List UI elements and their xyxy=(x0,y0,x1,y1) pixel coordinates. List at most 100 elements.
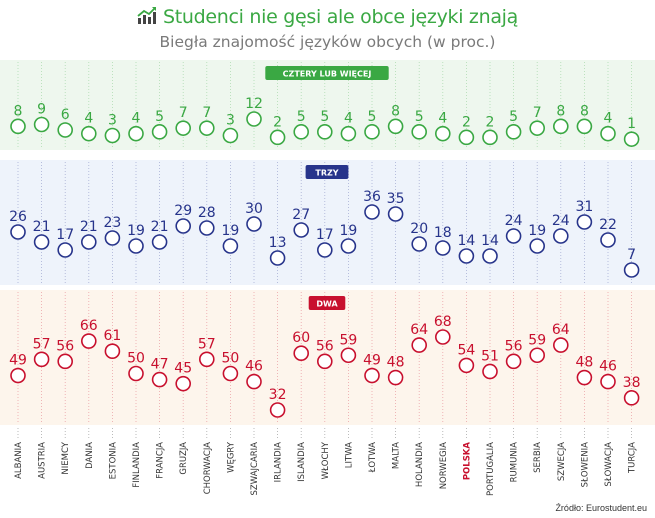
data-point xyxy=(458,248,475,264)
data-label: 19 xyxy=(339,223,357,239)
category-label: SŁOWENIA xyxy=(580,442,590,488)
data-point xyxy=(81,333,97,349)
data-label: 56 xyxy=(316,338,334,354)
data-label: 9 xyxy=(37,102,46,118)
data-label: 4 xyxy=(604,111,613,127)
data-label: 7 xyxy=(202,105,211,121)
data-label: 56 xyxy=(56,338,74,354)
data-point xyxy=(387,118,404,135)
data-point xyxy=(600,373,616,390)
data-label: 2 xyxy=(486,114,495,130)
category-label: FINLANDIA xyxy=(132,442,142,488)
data-label: 19 xyxy=(127,223,145,239)
data-label: 4 xyxy=(84,111,93,127)
data-label: 8 xyxy=(556,103,565,119)
data-point xyxy=(458,357,475,374)
data-point xyxy=(151,371,168,388)
data-label: 14 xyxy=(457,233,475,249)
data-point xyxy=(505,353,522,370)
data-point xyxy=(623,390,640,406)
data-point xyxy=(316,353,333,370)
category-label: MALTA xyxy=(392,442,402,469)
data-label: 5 xyxy=(509,109,518,125)
data-point xyxy=(269,402,286,418)
category-label: SŁOWACJA xyxy=(604,442,614,487)
category-label: ISLANDIA xyxy=(297,442,307,482)
data-point xyxy=(529,120,546,136)
data-label: 29 xyxy=(174,203,192,219)
data-label: 17 xyxy=(56,227,74,243)
data-label: 5 xyxy=(297,109,306,125)
data-point xyxy=(175,218,191,234)
data-point xyxy=(151,124,168,140)
data-label: 59 xyxy=(339,332,357,348)
data-label: 8 xyxy=(391,103,400,119)
data-label: 2 xyxy=(273,114,282,130)
data-label: 46 xyxy=(245,359,263,375)
data-point xyxy=(128,365,144,382)
data-point xyxy=(10,367,26,384)
data-point xyxy=(364,124,380,140)
data-label: 45 xyxy=(174,361,192,377)
data-label: 22 xyxy=(599,217,617,233)
data-point xyxy=(128,238,144,254)
data-label: 36 xyxy=(363,189,381,205)
category-label: WŁOCHY xyxy=(321,441,331,479)
data-label: 49 xyxy=(363,353,381,369)
data-point xyxy=(104,230,121,246)
data-point xyxy=(434,329,451,345)
data-point xyxy=(33,116,50,133)
data-point xyxy=(411,337,428,353)
data-point xyxy=(364,204,380,220)
data-point xyxy=(434,240,451,256)
data-point xyxy=(104,127,121,144)
data-label: 12 xyxy=(245,96,263,112)
category-label: AUSTRIA xyxy=(38,442,48,479)
data-point xyxy=(10,224,26,240)
data-label: 50 xyxy=(221,351,239,367)
data-point xyxy=(269,250,286,266)
series-label: CZTERY LUB WIĘCEJ xyxy=(283,70,372,79)
data-point xyxy=(81,234,97,250)
category-label: SZWECJA xyxy=(557,442,567,481)
category-label: HOLANDIA xyxy=(415,442,425,487)
data-point xyxy=(340,238,357,254)
data-point xyxy=(552,337,569,353)
data-label: 27 xyxy=(292,207,310,223)
data-point xyxy=(387,206,404,222)
data-label: 51 xyxy=(481,348,499,364)
data-label: 38 xyxy=(623,375,641,391)
data-label: 47 xyxy=(151,357,169,373)
data-point xyxy=(246,373,262,390)
data-label: 57 xyxy=(33,336,51,352)
data-point xyxy=(482,363,498,380)
data-label: 5 xyxy=(368,109,377,125)
data-point xyxy=(293,345,310,362)
category-label: ŁOTWA xyxy=(368,442,378,474)
data-label: 20 xyxy=(410,221,428,237)
data-point xyxy=(57,122,73,138)
data-label: 21 xyxy=(80,219,98,235)
data-label: 19 xyxy=(528,223,546,239)
data-label: 60 xyxy=(292,330,310,346)
data-label: 31 xyxy=(575,199,593,215)
data-label: 35 xyxy=(387,191,405,207)
data-point xyxy=(293,222,310,238)
chart-title: Studenci nie gęsi ale obce języki znają xyxy=(162,6,519,28)
series-label-box xyxy=(265,66,389,80)
chart-subtitle: Biegła znajomość języków obcych (w proc.… xyxy=(159,33,496,51)
data-point xyxy=(316,242,333,258)
data-label: 1 xyxy=(627,116,636,132)
data-point xyxy=(340,125,357,142)
data-label: 61 xyxy=(103,328,121,344)
data-label: 24 xyxy=(505,213,523,229)
data-label: 56 xyxy=(505,338,523,354)
data-label: 13 xyxy=(269,235,287,251)
data-label: 4 xyxy=(438,111,447,127)
data-label: 66 xyxy=(80,318,98,334)
category-label: ALBANIA xyxy=(14,442,24,479)
data-point xyxy=(576,118,593,135)
data-label: 24 xyxy=(552,213,570,229)
data-label: 5 xyxy=(155,109,164,125)
